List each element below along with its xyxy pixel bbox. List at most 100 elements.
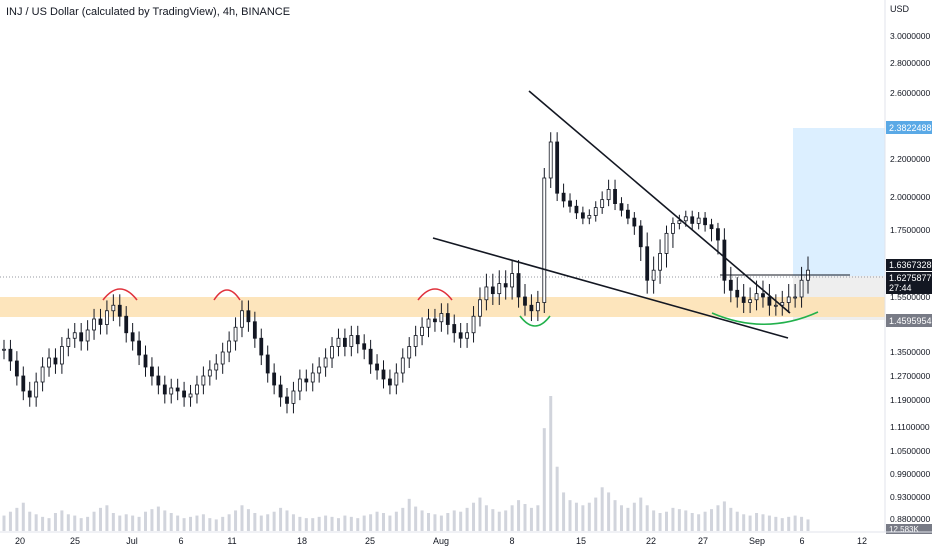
candle-body	[207, 369, 212, 377]
x-tick-label: 12	[857, 536, 867, 546]
candle-body	[761, 293, 765, 298]
candle-body	[465, 332, 470, 339]
candle-body	[754, 293, 759, 301]
candle-body	[105, 310, 109, 325]
volume-bar	[465, 507, 469, 531]
volume-bar	[452, 510, 456, 531]
candle-body	[291, 390, 296, 404]
volume-bar	[324, 515, 328, 531]
candle-body	[510, 273, 515, 288]
candle-body	[690, 216, 695, 224]
y-tick-label: 1.1900000	[890, 395, 930, 405]
volume-bar	[279, 507, 283, 531]
candle-body	[2, 348, 6, 351]
volume-bar	[459, 511, 463, 531]
volume-bar	[176, 515, 180, 531]
candle-body	[529, 304, 534, 312]
y-tick-label: 1.2700000	[890, 371, 930, 381]
candle-body	[240, 310, 244, 328]
candle-body	[484, 286, 489, 301]
volume-bar	[369, 514, 373, 531]
candle-body	[722, 239, 727, 281]
volume-bar	[619, 505, 623, 531]
candle-body	[85, 329, 90, 342]
svg-text:1.4595954: 1.4595954	[889, 316, 932, 326]
volume-bar	[336, 518, 340, 531]
candle-body	[40, 366, 45, 383]
x-tick-label: 25	[365, 536, 375, 546]
candle-body	[246, 310, 251, 323]
support-zone	[0, 297, 885, 317]
candle-body	[413, 335, 418, 347]
y-tick-label: 3.0000000	[890, 31, 930, 41]
volume-bar	[66, 514, 70, 531]
y-tick-label: 0.8800000	[890, 514, 930, 524]
candle-body	[368, 348, 373, 365]
candle-body	[767, 296, 772, 306]
candle-body	[658, 253, 662, 271]
candle-body	[297, 378, 302, 392]
volume-bar	[607, 492, 611, 531]
candle-body	[561, 192, 566, 202]
volume-bar	[793, 515, 797, 531]
volume-bar	[767, 515, 771, 531]
volume-bar	[137, 516, 141, 531]
volume-bar	[73, 515, 77, 531]
volume-bar	[484, 505, 488, 531]
volume-bar	[645, 505, 649, 531]
candle-body	[458, 332, 463, 339]
y-tick-label: 2.6000000	[890, 88, 930, 98]
volume-bars	[2, 396, 810, 531]
candle-body	[542, 177, 547, 303]
candle-body	[664, 232, 669, 254]
candle-body	[503, 283, 508, 288]
candle-body	[535, 302, 540, 312]
volume-bar	[21, 502, 25, 531]
candle-body	[638, 225, 643, 248]
volume-bar	[330, 516, 334, 531]
volume-bar	[349, 516, 353, 531]
candle-body	[92, 318, 96, 331]
volume-bar	[285, 510, 289, 531]
volume-bar	[639, 497, 643, 531]
volume-bar	[806, 519, 810, 531]
volume-bar	[401, 507, 405, 531]
volume-bar	[568, 500, 572, 531]
candle-body	[220, 351, 225, 365]
candle-body	[703, 217, 707, 226]
candle-body	[272, 372, 277, 386]
volume-bar	[362, 515, 366, 531]
candle-body	[407, 346, 412, 359]
volume-bar	[28, 511, 32, 531]
lower-trendline[interactable]	[432, 237, 789, 339]
volume-bar	[658, 513, 662, 531]
candle-body	[137, 340, 141, 356]
candle-body	[201, 375, 206, 386]
candle-body	[497, 283, 502, 295]
volume-bar	[529, 507, 533, 531]
candle-body	[21, 375, 26, 392]
volume-bar	[169, 513, 173, 531]
volume-bar	[722, 501, 726, 531]
volume-bar	[497, 511, 501, 531]
green-arc-1	[519, 315, 551, 327]
candle-body	[671, 222, 675, 234]
volume-bar	[684, 510, 688, 531]
volume-bar	[388, 515, 392, 531]
volume-bar	[427, 513, 431, 531]
x-tick-label: 20	[15, 536, 25, 546]
volume-bar	[716, 505, 720, 531]
y-tick-label: 1.5500000	[890, 292, 930, 302]
y-tick-label: 0.9900000	[890, 469, 930, 479]
volume-bar	[8, 511, 12, 531]
volume-bar	[195, 515, 199, 531]
candle-body	[645, 246, 650, 281]
volume-bar	[311, 518, 315, 531]
volume-bar	[214, 519, 218, 531]
volume-bar	[304, 518, 308, 531]
candle-body	[72, 332, 77, 339]
red-arc-1	[102, 288, 138, 301]
upper-trendline[interactable]	[528, 90, 791, 314]
volume-bar	[600, 487, 604, 531]
